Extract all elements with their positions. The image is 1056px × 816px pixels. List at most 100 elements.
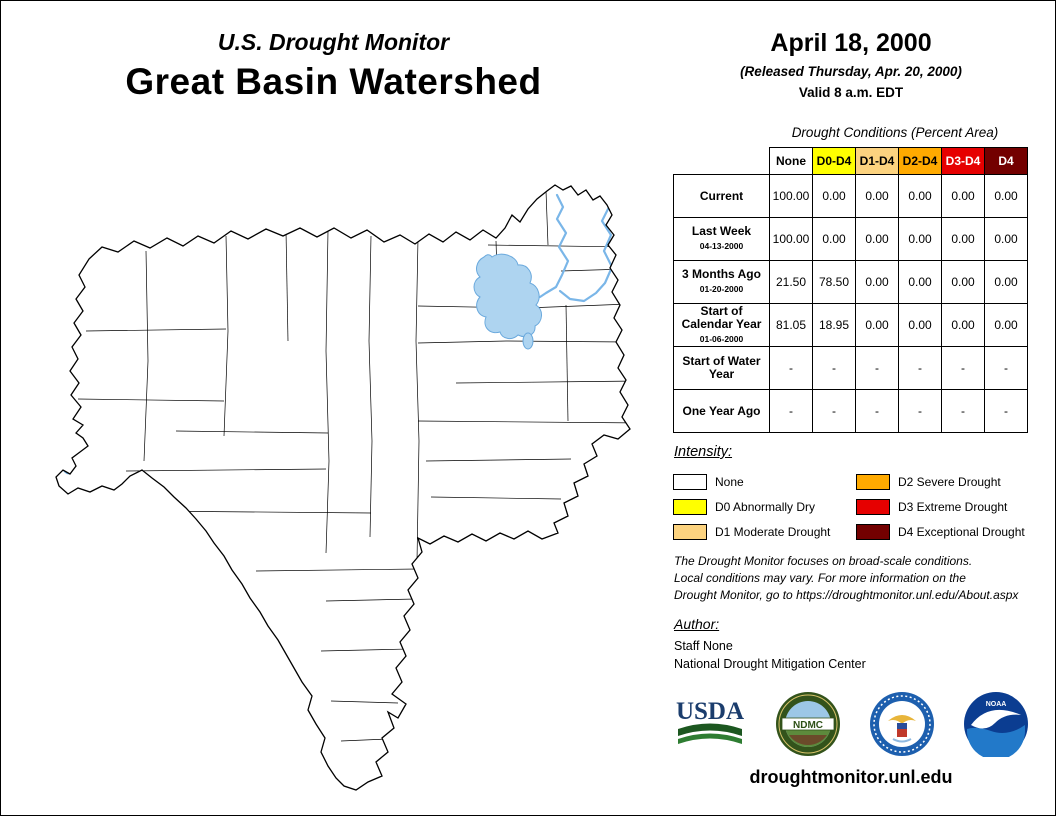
- legend-swatch-none: [673, 473, 707, 490]
- table-cell: 0.00: [812, 217, 856, 261]
- table-cell: 0.00: [812, 174, 856, 218]
- table-cell: -: [812, 389, 856, 433]
- table-cell: 0.00: [941, 174, 985, 218]
- utah-lake: [522, 332, 534, 350]
- table-row-one-year-ago: One Year Ago - - - - - -: [673, 389, 1028, 433]
- table-cell: 0.00: [898, 174, 942, 218]
- legend-swatch-d0: [673, 498, 707, 515]
- row-label: Start of Calendar Year: [681, 303, 762, 331]
- disclaimer-line: Local conditions may vary. For more info…: [674, 571, 966, 585]
- intensity-legend: None D0 Abnormally Dry D1 Moderate Droug…: [673, 469, 1029, 544]
- drought-conditions-table: None D0-D4 D1-D4 D2-D4 D3-D4 D4 Current …: [673, 147, 1028, 433]
- legend-label: D1 Moderate Drought: [715, 524, 831, 539]
- legend-swatch-d1: [673, 523, 707, 540]
- table-cell: -: [941, 389, 985, 433]
- legend-swatch-d2: [856, 473, 890, 490]
- table-row-current: Current 100.00 0.00 0.00 0.00 0.00 0.00: [673, 174, 1028, 218]
- column-header-d2d4: D2-D4: [898, 147, 942, 175]
- row-label: 3 Months Ago: [682, 267, 761, 281]
- author-name: Staff None: [674, 639, 733, 653]
- table-cell: 0.00: [855, 174, 899, 218]
- program-title: U.S. Drought Monitor: [217, 29, 450, 55]
- ndmc-logo: NDMC: [776, 692, 840, 756]
- table-cell: -: [855, 389, 899, 433]
- table-cell: 21.50: [769, 260, 813, 304]
- svg-text:NDMC: NDMC: [793, 720, 823, 731]
- table-cell: 0.00: [855, 303, 899, 347]
- legend-item-d3: D3 Extreme Drought: [856, 498, 1029, 515]
- bear-river-branch: [558, 205, 614, 303]
- table-cell: 0.00: [855, 260, 899, 304]
- column-header-d3d4: D3-D4: [941, 147, 985, 175]
- report-released: (Released Thursday, Apr. 20, 2000): [740, 64, 962, 79]
- legend-item-none: None: [673, 473, 856, 490]
- column-header-d0d4: D0-D4: [812, 147, 856, 175]
- table-cell: 0.00: [941, 217, 985, 261]
- table-cell: 100.00: [769, 217, 813, 261]
- column-header-none: None: [769, 147, 813, 175]
- table-cell: 0.00: [941, 303, 985, 347]
- disclaimer: The Drought Monitor focuses on broad-sca…: [674, 553, 1018, 604]
- row-label: Last Week: [691, 224, 752, 238]
- table-cell: 78.50: [812, 260, 856, 304]
- legend-label: None: [715, 474, 744, 489]
- legend-label: D0 Abnormally Dry: [715, 499, 816, 514]
- table-cell: 0.00: [898, 217, 942, 261]
- legend-label: D3 Extreme Drought: [898, 499, 1008, 514]
- disclaimer-line: The Drought Monitor focuses on broad-sca…: [674, 554, 973, 568]
- bear-river: [538, 193, 570, 299]
- legend-item-d0: D0 Abnormally Dry: [673, 498, 856, 515]
- table-cell: 0.00: [984, 217, 1028, 261]
- table-cell: 81.05: [769, 303, 813, 347]
- watershed-area: [56, 185, 630, 790]
- table-cell: -: [855, 346, 899, 390]
- table-cell: 0.00: [855, 217, 899, 261]
- watershed-map: [55, 184, 631, 791]
- table-cell: 0.00: [898, 303, 942, 347]
- svg-text:NOAA: NOAA: [986, 701, 1007, 708]
- table-cell: 0.00: [941, 260, 985, 304]
- legend-item-d1: D1 Moderate Drought: [673, 523, 856, 540]
- table-cell: -: [812, 346, 856, 390]
- row-date: 04-13-2000: [699, 241, 744, 251]
- table-cell: -: [898, 346, 942, 390]
- table-title: Drought Conditions (Percent Area): [791, 125, 999, 140]
- report-valid: Valid 8 a.m. EDT: [798, 85, 904, 100]
- legend-title: Intensity:: [674, 444, 733, 460]
- legend-label: D2 Severe Drought: [898, 474, 1001, 489]
- table-cell: -: [984, 389, 1028, 433]
- author-org: National Drought Mitigation Center: [674, 657, 866, 671]
- legend-swatch-d3: [856, 498, 890, 515]
- table-cell: 0.00: [984, 174, 1028, 218]
- author-heading: Author:: [674, 616, 720, 632]
- legend-swatch-d4: [856, 523, 890, 540]
- table-row-start-water-year: Start of Water Year - - - - - -: [673, 346, 1028, 390]
- row-label: One Year Ago: [682, 403, 761, 418]
- row-date: 01-06-2000: [699, 333, 744, 344]
- column-header-d4: D4: [984, 147, 1028, 175]
- table-row-start-calendar-year: Start of Calendar Year 01-06-2000 81.05 …: [673, 303, 1028, 347]
- table-cell: -: [769, 346, 813, 390]
- report-date: April 18, 2000: [770, 29, 932, 57]
- page-title: Great Basin Watershed: [125, 61, 542, 102]
- table-cell: -: [898, 389, 942, 433]
- row-label: Start of Water Year: [682, 354, 761, 381]
- column-header-d1d4: D1-D4: [855, 147, 899, 175]
- footer-url: droughtmonitor.unl.edu: [749, 767, 953, 787]
- table-row-3-months-ago: 3 Months Ago 01-20-2000 21.50 78.50 0.00…: [673, 260, 1028, 304]
- row-date: 01-20-2000: [699, 284, 744, 294]
- table-cell: -: [984, 346, 1028, 390]
- table-corner-cell: [673, 147, 770, 175]
- table-cell: 0.00: [984, 303, 1028, 347]
- table-row-last-week: Last Week 04-13-2000 100.00 0.00 0.00 0.…: [673, 217, 1028, 261]
- legend-label: D4 Exceptional Drought: [898, 524, 1025, 539]
- table-cell: -: [769, 389, 813, 433]
- table-cell: 100.00: [769, 174, 813, 218]
- usda-logo: USDA: [676, 698, 744, 744]
- commerce-seal-logo: [870, 692, 934, 756]
- table-cell: 0.00: [898, 260, 942, 304]
- table-cell: 0.00: [984, 260, 1028, 304]
- disclaimer-line: Drought Monitor, go to https://droughtmo…: [674, 588, 1019, 602]
- table-cell: 18.95: [812, 303, 856, 347]
